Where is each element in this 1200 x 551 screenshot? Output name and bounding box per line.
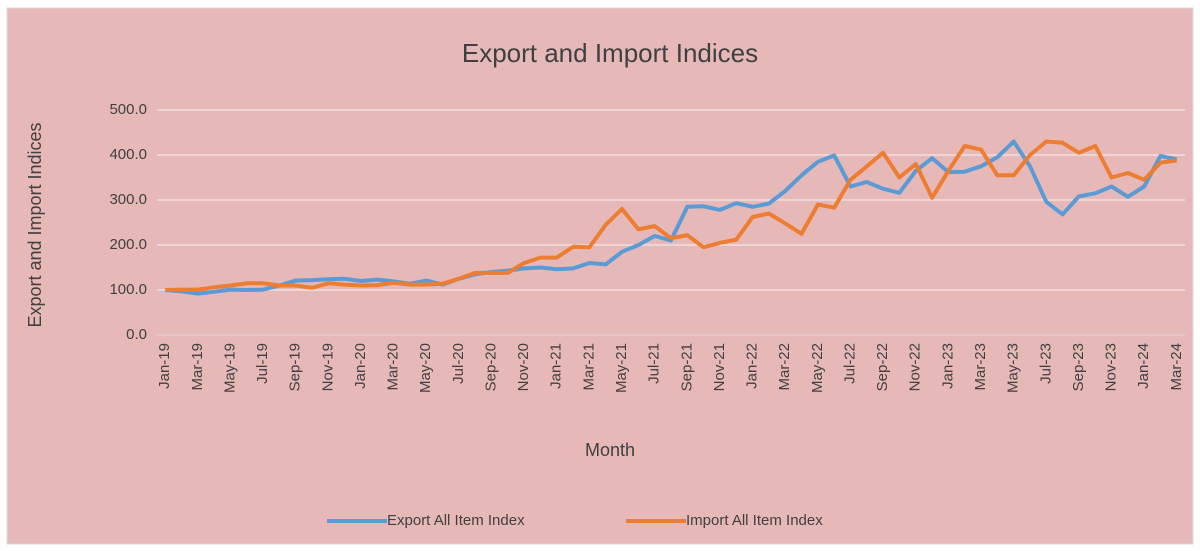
x-tick-label: Sep-23 [1070,343,1087,391]
x-tick-label: Jan-22 [744,343,761,389]
y-tick-label: 300.0 [109,191,147,208]
x-tick-label: Mar-20 [385,343,402,391]
x-tick-label: Jan-24 [1135,343,1152,389]
x-tick-label: Mar-19 [189,343,206,391]
x-tick-label: Sep-20 [482,343,499,391]
series-line [165,139,1178,292]
x-tick-label: May-20 [417,343,434,393]
y-tick-label: 0.0 [126,326,147,343]
x-tick-label: Jul-21 [646,343,663,384]
y-tick-label: 100.0 [109,281,147,298]
x-tick-label: Jan-21 [548,343,565,389]
y-tick-label: 400.0 [109,146,147,163]
x-tick-label: May-22 [809,343,826,393]
x-tick-label: Nov-19 [319,343,336,391]
x-tick-label: Mar-23 [972,343,989,391]
x-tick-label: May-21 [613,343,630,393]
x-tick-label: Sep-21 [678,343,695,391]
y-tick-label: 500.0 [109,101,147,118]
x-tick-label: Jan-19 [156,343,173,389]
x-tick-label: Jan-23 [939,343,956,389]
x-tick-label: Nov-22 [907,343,924,391]
y-tick-label: 200.0 [109,236,147,253]
x-tick-label: Sep-22 [874,343,891,391]
legend-label: Export All Item Index [387,512,525,529]
chart-title: Export and Import Indices [462,38,758,68]
x-tick-label: Sep-19 [287,343,304,391]
x-tick-label: May-19 [221,343,238,393]
y-axis-label: Export and Import Indices [25,122,45,327]
x-tick-label: Nov-20 [515,343,532,391]
x-tick-label: May-23 [1005,343,1022,393]
x-tick-label: Nov-21 [711,343,728,391]
x-tick-label: Jul-19 [254,343,271,384]
legend-label: Import All Item Index [686,512,823,529]
x-tick-label: Mar-22 [776,343,793,391]
series-line [165,139,1178,296]
x-tick-label: Jan-20 [352,343,369,389]
x-tick-label: Mar-21 [580,343,597,391]
x-axis-label: Month [585,440,635,460]
x-tick-label: Jul-20 [450,343,467,384]
x-tick-label: Jul-22 [841,343,858,384]
chart-bg [6,7,1194,545]
x-tick-label: Jul-23 [1037,343,1054,384]
x-tick-label: Nov-23 [1103,343,1120,391]
x-tick-label: Mar-24 [1168,343,1185,391]
